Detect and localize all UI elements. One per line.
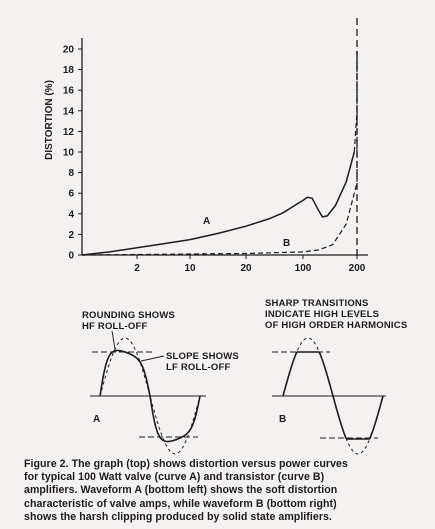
caption-line: for typical 100 Watt valve (curve A) and… [24,471,325,484]
y-ticks: 0 2 4 6 8 10 12 14 16 18 20 [63,45,82,262]
wave-b-hard-clipped [282,351,384,440]
wave-a-ideal-sine [99,337,201,455]
waveform-b: SHARP TRANSITIONS INDICATE HIGH LEVELS O… [265,298,407,455]
annotation-sharp-transitions: SHARP TRANSITIONS [265,298,369,309]
y-tick-label: 12 [63,127,75,138]
x-tick-label: 2 [134,263,140,274]
wave-a-soft-clipped [99,349,201,443]
x-tick-label: 20 [240,263,252,274]
caption-line: shows the harsh clipping produced by sol… [24,510,332,523]
x-tick-label: 10 [184,263,196,274]
figure-caption: Figure 2. The graph (top) shows distorti… [24,458,424,524]
x-tick-label: 100 [295,263,312,274]
pointer-rounding [111,330,116,350]
wave-b-ideal-sine [282,337,384,455]
annotation-harmonics: OF HIGH ORDER HARMONICS [265,320,407,331]
pointer-slope [140,355,165,362]
y-tick-label: 14 [63,106,75,117]
annotation-rounding: ROUNDING SHOWS [82,310,175,321]
waveform-a: ROUNDING SHOWS HF ROLL-OFF SLOPE SHOWS L… [82,310,239,455]
y-tick-label: 16 [63,86,75,97]
curve-a-label: A [203,216,210,227]
y-tick-label: 2 [68,230,74,241]
annotation-lf-rolloff: LF ROLL-OFF [166,362,230,373]
curve-a-solid [81,151,356,256]
annotation-hf-rolloff: HF ROLL-OFF [82,321,148,332]
x-ticks: 2 10 20 100 200 [134,255,366,274]
curve-b [81,51,358,256]
wave-a-label: A [93,414,100,425]
caption-line: characteristic of valve amps, while wave… [24,497,337,510]
y-tick-label: 0 [68,251,74,262]
annotation-high-levels: INDICATE HIGH LEVELS [265,309,379,320]
y-axis-label: DISTORTION (%) [44,80,55,160]
curve-b-label: B [283,238,290,249]
caption-line: amplifiers. Waveform A (bottom left) sho… [24,484,338,497]
y-tick-label: 6 [68,189,74,200]
wave-b-label: B [279,414,286,425]
y-tick-label: 18 [63,65,75,76]
y-tick-label: 10 [63,148,75,159]
annotation-slope: SLOPE SHOWS [166,351,239,362]
y-tick-label: 20 [63,45,75,56]
y-tick-label: 4 [68,209,74,220]
y-tick-label: 8 [68,168,74,179]
caption-line: Figure 2. The graph (top) shows distorti… [24,458,348,470]
x-tick-label: 200 [349,263,366,274]
distortion-graph: DISTORTION (%) 0 2 4 6 8 10 12 14 16 18 20 2 10 20 10… [44,18,368,274]
